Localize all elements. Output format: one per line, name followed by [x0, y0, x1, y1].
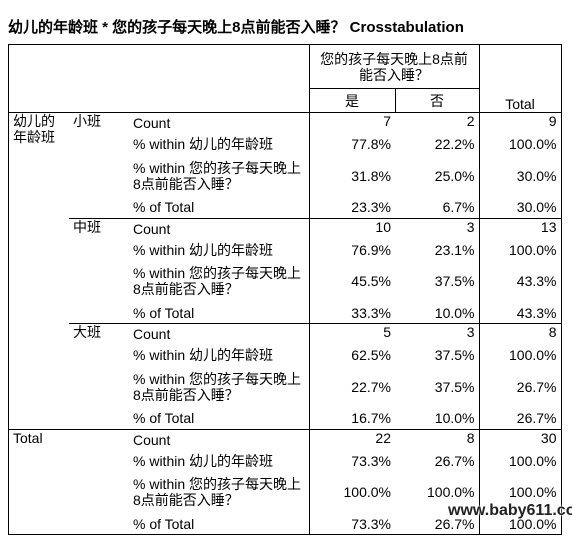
cell-value: 30.0%: [479, 154, 562, 197]
cell-value: 26.7%: [479, 407, 562, 429]
statistic-label: % of Total: [129, 407, 310, 429]
cell-value: 43.3%: [479, 302, 562, 324]
cell-value: 22.2%: [395, 133, 480, 155]
table-title: 幼儿的年龄班 * 您的孩子每天晚上8点前能否入睡？ Crosstabulatio…: [8, 19, 464, 36]
cell-value: 73.3%: [309, 513, 395, 535]
statistic-label: Count: [129, 112, 310, 134]
statistic-label: % of Total: [129, 302, 310, 324]
statistic-label: % within 幼儿的年龄班: [129, 344, 310, 366]
cell-value: 22: [309, 428, 395, 450]
cell-value: 37.5%: [395, 365, 480, 408]
cell-value: 100.0%: [479, 471, 562, 513]
statistic-label: % within 您的孩子每天晚上8点前能否入睡？: [129, 154, 310, 197]
cell-value: 8: [479, 323, 562, 345]
cell-value: 43.3%: [479, 260, 562, 302]
cell-value: 3: [395, 217, 480, 239]
cell-value: 25.0%: [395, 154, 480, 197]
table-row: % of Total 73.3% 26.7% 100.0%: [9, 513, 562, 535]
cell-value: 10.0%: [395, 407, 480, 429]
group-label: 大班: [69, 323, 129, 429]
table-row: % within 您的孩子每天晚上8点前能否入睡？ 22.7% 37.5% 26.7%: [9, 365, 562, 408]
cell-value: 31.8%: [351, 167, 391, 184]
statistic-label: % within 幼儿的年龄班: [129, 133, 310, 155]
cell-value: 33.3%: [351, 304, 391, 321]
table-row: % within 幼儿的年龄班 73.3% 26.7% 100.0%: [9, 450, 562, 471]
cell-value: 22.7%: [351, 378, 391, 395]
cell-value: 10.0%: [395, 302, 480, 324]
cell-value: 73.3%: [351, 452, 391, 469]
cell-value: 5: [309, 323, 395, 345]
row-variable: 幼儿的年龄班: [8, 112, 69, 429]
column-header: Total: [479, 44, 562, 113]
cell-value: 9: [479, 112, 562, 134]
cell-value: 100.0%: [479, 344, 562, 366]
cell-value: 62.5%: [351, 347, 391, 363]
group-label: 小班: [69, 112, 129, 218]
cell-value: 23.3%: [351, 199, 391, 215]
table-row: Total Count 22 8 30: [8, 428, 562, 535]
column-header: 是: [309, 88, 396, 113]
table-row: % of Total 16.7% 10.0% 26.7%: [9, 407, 562, 429]
cell-value: 76.9%: [351, 241, 391, 258]
table-row: % within 幼儿的年龄班 77.8% 22.2% 100.0%: [9, 133, 562, 155]
statistic-label: Count: [129, 428, 310, 450]
cell-value: 37.5%: [395, 344, 480, 366]
table-row: % within 您的孩子每天晚上8点前能否入睡？ 100.0% 100.0% 100…: [9, 471, 562, 513]
cell-value: 26.7%: [395, 513, 480, 535]
cell-value: 100.0%: [395, 471, 480, 513]
watermark: www.baby611.com: [448, 502, 572, 519]
cell-value: 23.1%: [395, 239, 480, 260]
statistic-label: % of Total: [129, 196, 310, 218]
statistic-label: Count: [129, 323, 310, 345]
cell-value: 10: [309, 217, 395, 239]
cell-value: 30: [479, 428, 562, 450]
statistic-label: % within 幼儿的年龄班: [129, 239, 310, 260]
cell-value: 26.7%: [479, 365, 562, 408]
cell-value: 45.5%: [351, 273, 391, 289]
cell-value: 7: [309, 112, 395, 134]
statistic-label: % within 您的孩子每天晚上8点前能否入睡？: [129, 260, 310, 302]
table-row: % of Total 33.3% 10.0% 43.3%: [9, 302, 562, 324]
cell-value: 100.0%: [343, 484, 391, 500]
cell-value: 30.0%: [479, 196, 562, 218]
cell-value: 16.7%: [351, 410, 391, 426]
statistic-label: % of Total: [129, 513, 310, 535]
cell-value: 2: [395, 112, 480, 134]
cell-value: 100.0%: [479, 513, 562, 535]
crosstab-table: 您的孩子每天晚上8点前能否入睡？ Total 是否幼儿的年龄班 小班 Count 7 2 9%…: [8, 44, 562, 535]
header-corner: [8, 44, 310, 113]
column-header: 否: [395, 88, 480, 113]
cell-value: 100.0%: [479, 450, 562, 471]
cell-value: 100.0%: [479, 239, 562, 260]
cell-value: 100.0%: [479, 133, 562, 155]
table-row: % within 您的孩子每天晚上8点前能否入睡？ 45.5% 37.5% 43.3%: [9, 260, 562, 302]
table-row: % within 幼儿的年龄班 62.5% 37.5% 100.0%: [9, 344, 562, 366]
cell-value: 13: [479, 217, 562, 239]
statistic-label: % within 幼儿的年龄班: [129, 450, 310, 471]
cell-value: 3: [395, 323, 480, 345]
statistic-label: % within 您的孩子每天晚上8点前能否入睡？: [129, 365, 310, 408]
cell-value: 8: [395, 428, 480, 450]
cell-value: 6.7%: [395, 196, 480, 218]
table-row: 是否: [9, 88, 562, 113]
cell-value: 26.7%: [395, 450, 480, 471]
statistic-label: % within 您的孩子每天晚上8点前能否入睡？: [129, 471, 310, 513]
table-row: 幼儿的年龄班 小班 Count 7 2 9: [8, 112, 562, 429]
table-row: % of Total 23.3% 6.7% 30.0%: [9, 196, 562, 218]
table-row: 中班 Count 10 3 13: [9, 217, 562, 324]
statistic-label: Count: [129, 217, 310, 239]
column-variable: 您的孩子每天晚上8点前能否入睡？: [309, 44, 480, 89]
group-label: 中班: [69, 217, 129, 324]
cell-value: 37.5%: [395, 260, 480, 302]
table-row: % within 您的孩子每天晚上8点前能否入睡？ 31.8% 25.0% 30.0%: [9, 154, 562, 197]
table-row: 大班 Count 5 3 8: [9, 323, 562, 429]
cell-value: 77.8%: [351, 136, 391, 152]
table-row: % within 幼儿的年龄班 76.9% 23.1% 100.0%: [9, 239, 562, 260]
row-label: Total: [8, 428, 129, 535]
table-row: 您的孩子每天晚上8点前能否入睡？ Total: [8, 44, 562, 113]
